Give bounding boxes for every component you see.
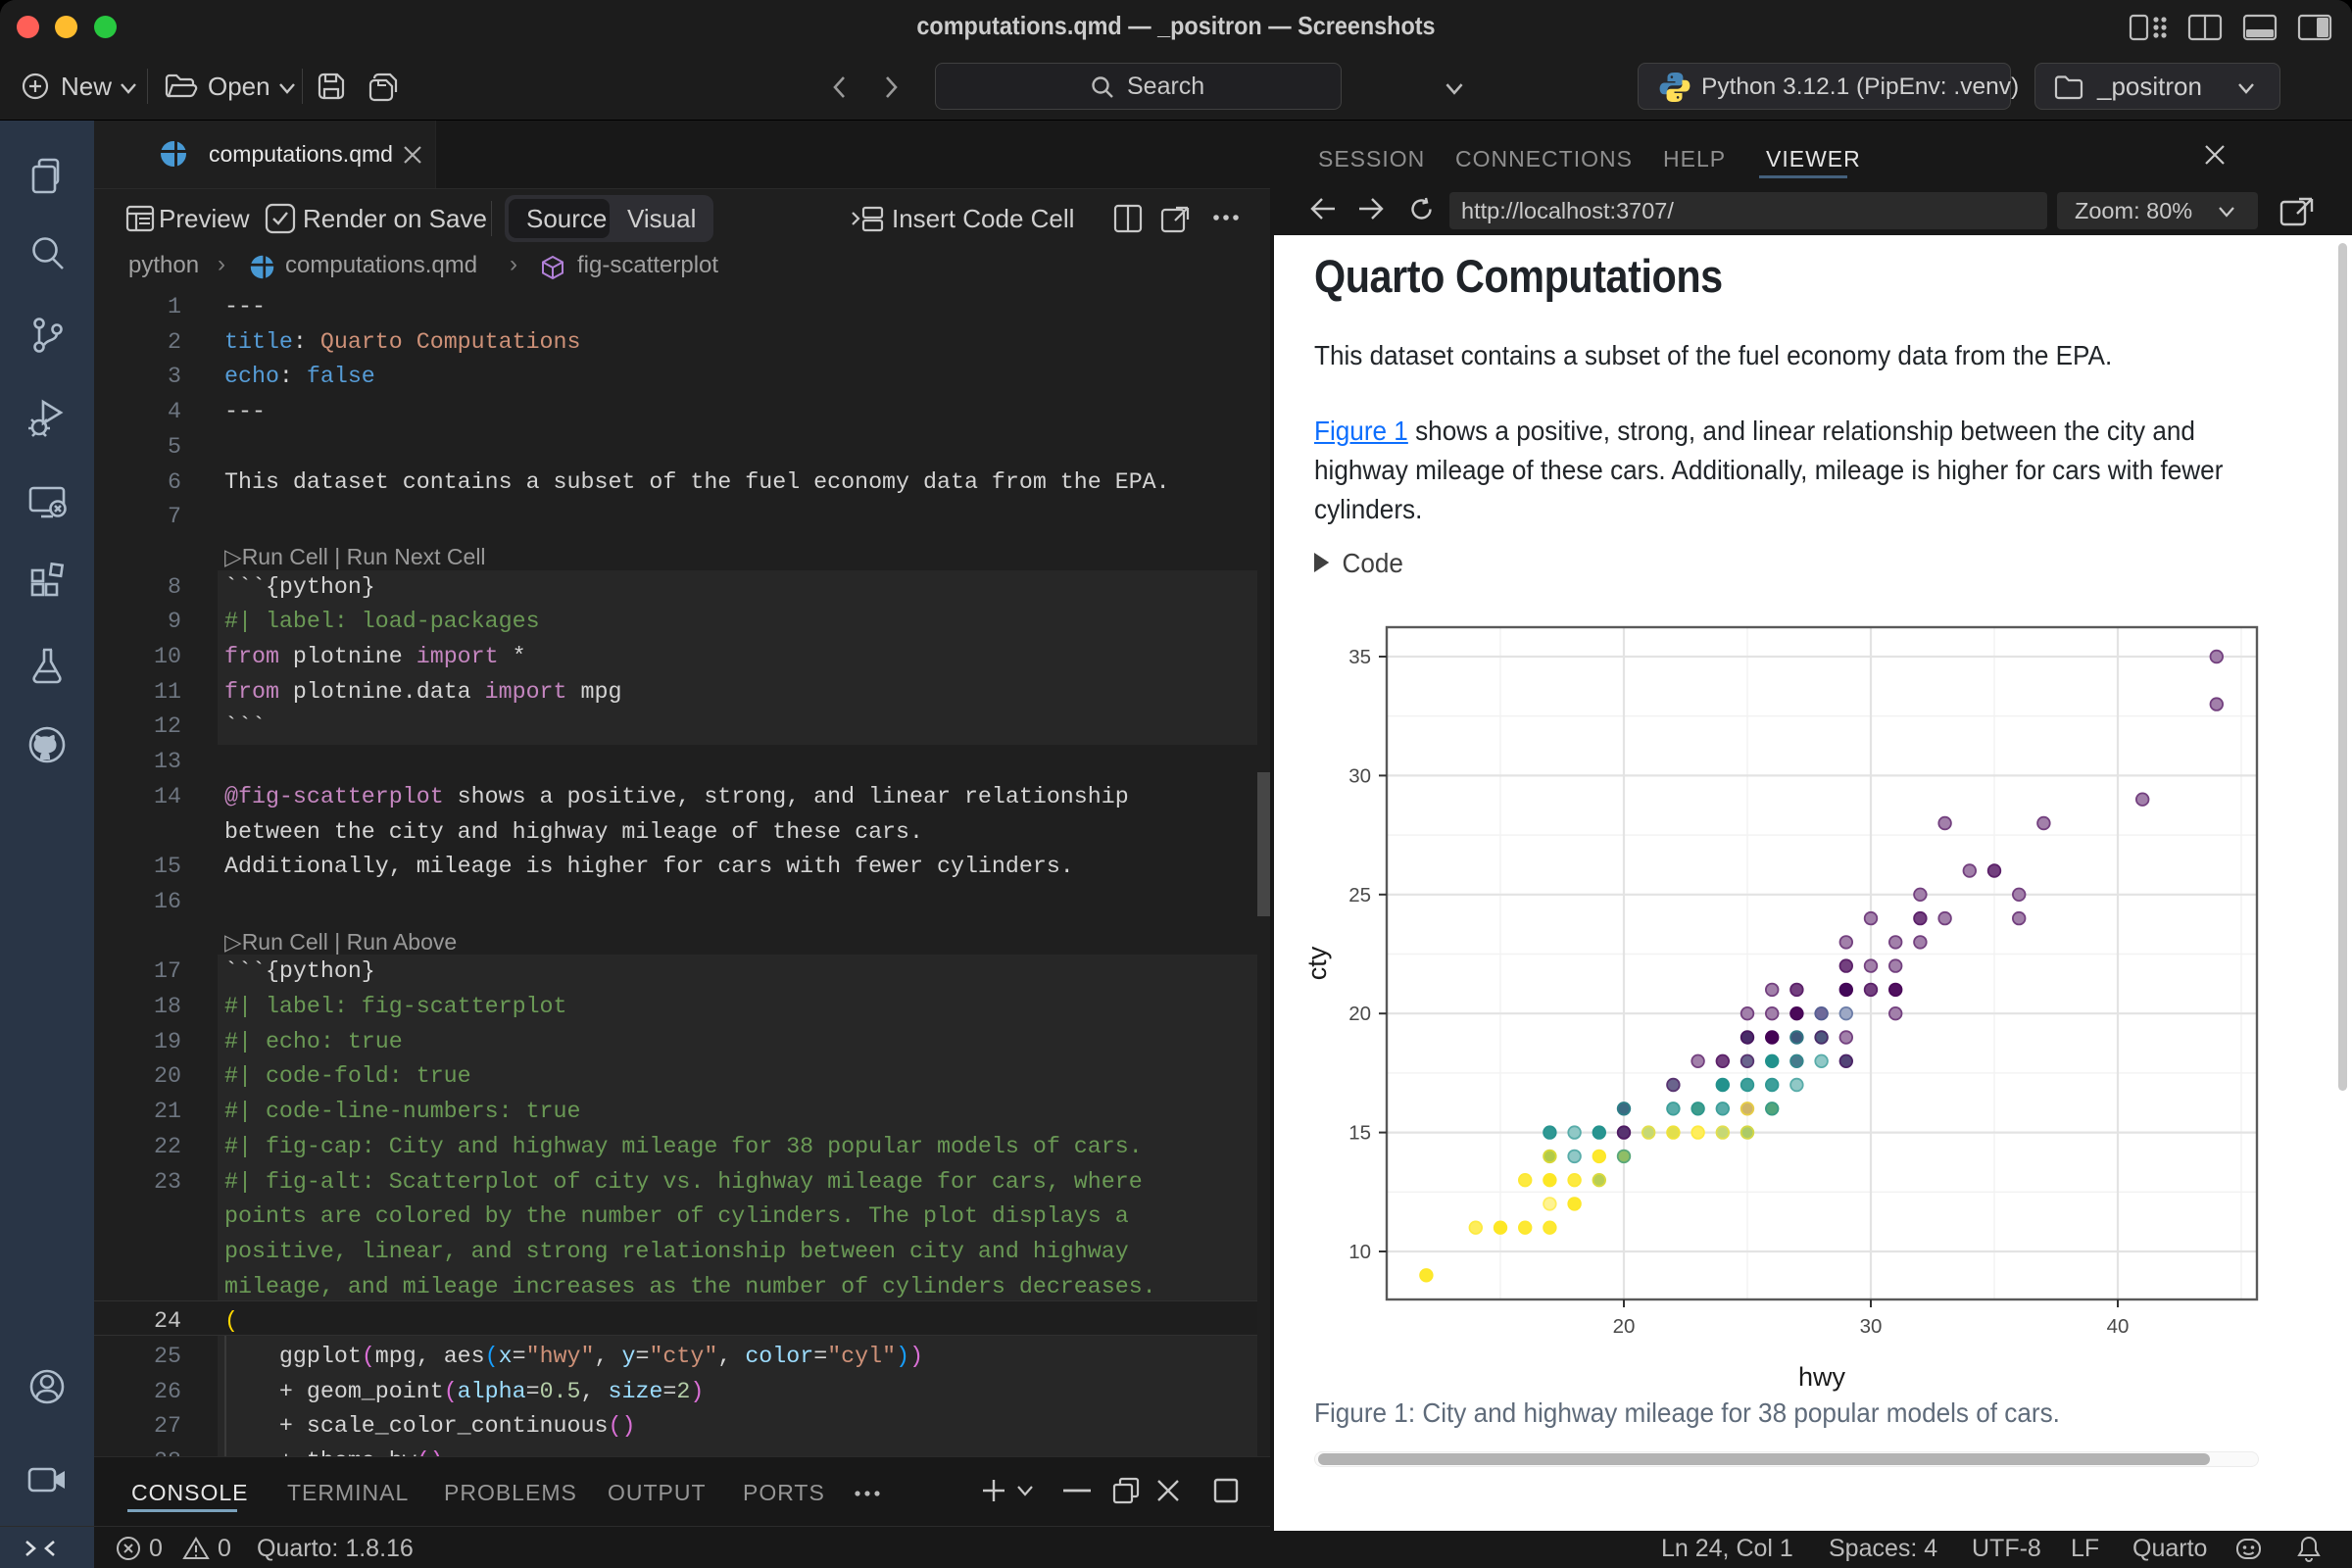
svg-text:20: 20 xyxy=(1613,1315,1636,1338)
svg-text:30: 30 xyxy=(1860,1315,1883,1338)
svg-text:hwy: hwy xyxy=(1798,1362,1846,1392)
svg-text:cty: cty xyxy=(1302,946,1332,980)
svg-text:35: 35 xyxy=(1348,646,1371,668)
svg-text:25: 25 xyxy=(1348,884,1371,906)
svg-text:10: 10 xyxy=(1348,1241,1371,1263)
svg-text:40: 40 xyxy=(2107,1315,2130,1338)
svg-text:15: 15 xyxy=(1348,1122,1371,1145)
svg-text:20: 20 xyxy=(1348,1003,1371,1025)
svg-text:30: 30 xyxy=(1348,764,1371,787)
